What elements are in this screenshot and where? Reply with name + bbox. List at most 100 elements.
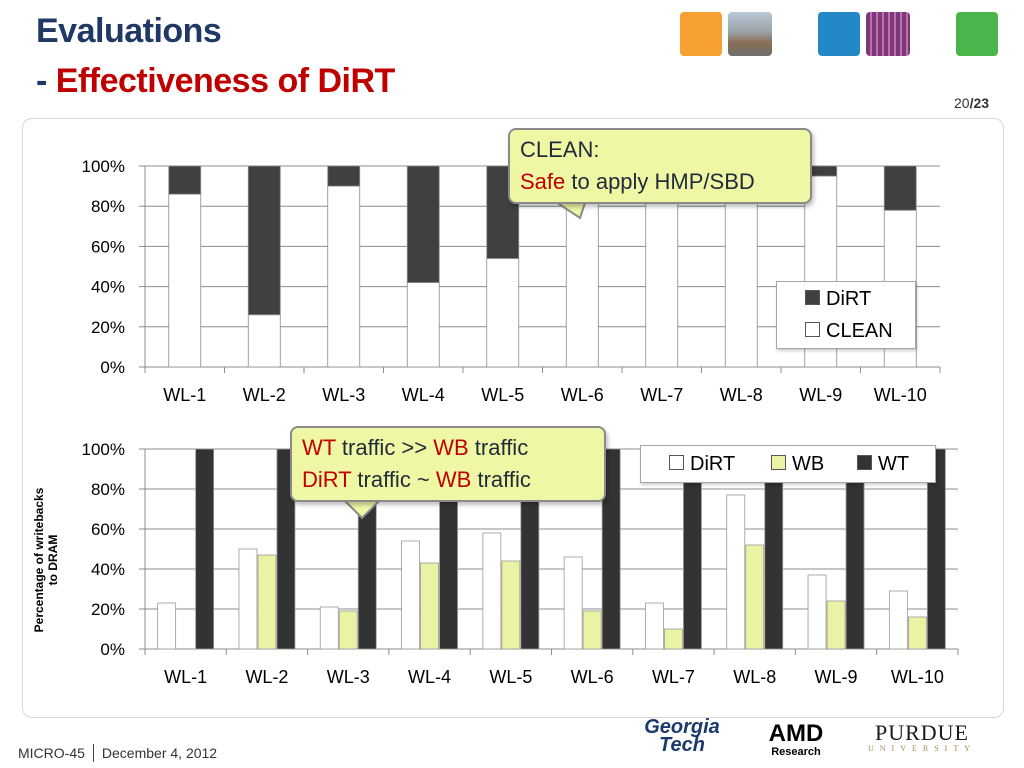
- y-axis-label: Percentage of writebacks to DRAM: [32, 487, 60, 632]
- bar-clean-wl-4: [406, 282, 440, 368]
- bar-wb-wl-5: [501, 560, 521, 650]
- bar-wt-wl-6: [601, 448, 621, 650]
- bar-dirt-wl-5: [482, 532, 502, 650]
- bar-clean-wl-5: [486, 258, 520, 368]
- bar-wb-wl-3: [338, 610, 358, 650]
- xtick-label: WL-5: [489, 667, 532, 687]
- ytick-label: 0%: [100, 358, 125, 377]
- xtick-label: WL-4: [408, 667, 451, 687]
- amd-research-logo: AMD Research: [768, 720, 824, 759]
- ytick-label: 60%: [91, 520, 125, 539]
- xtick-label: WL-7: [640, 385, 683, 405]
- callout-clean-line2: Safe to apply HMP/SBD: [520, 168, 755, 194]
- footer-conference: MICRO-45: [18, 745, 85, 761]
- bar-clean-wl-8: [724, 199, 758, 368]
- bar-dirt-wl-7: [645, 602, 664, 650]
- xtick-label: WL-6: [571, 667, 614, 687]
- bar-wb-wl-8: [745, 544, 765, 650]
- bar-wt-wl-2: [276, 448, 296, 650]
- ylabel-line1: Percentage of writebacks: [32, 487, 46, 632]
- bar-clean-wl-7: [645, 199, 679, 368]
- xtick-label: WL-4: [402, 385, 445, 405]
- thumbnail-green: [956, 12, 998, 56]
- bar-wb-wl-9: [826, 600, 846, 650]
- callout-traffic-line1: WT traffic >> WB traffic: [302, 435, 529, 460]
- subtitle-dash: -: [36, 62, 56, 100]
- bar-dirt-wl-2: [247, 165, 281, 316]
- legend-item-wt: WT: [857, 453, 909, 476]
- thumbnail-circuit: [866, 12, 910, 56]
- xtick-label: WL-3: [327, 667, 370, 687]
- xtick-label: WL-10: [874, 385, 927, 405]
- xtick-label: WL-7: [652, 667, 695, 687]
- bar-dirt-wl-2: [238, 548, 258, 650]
- bar-dirt-wl-4: [406, 165, 440, 283]
- bar-dirt-wl-4: [401, 540, 420, 650]
- bar-dirt-wl-10: [888, 590, 908, 650]
- thumbnail-photo: [728, 12, 772, 56]
- callout-traffic-line2: DiRT traffic ~ WB traffic: [302, 466, 531, 492]
- callout-clean: CLEAN: Safe to apply HMP/SBD: [508, 128, 812, 204]
- bar-wb-wl-4: [420, 562, 439, 650]
- page-number: 20/23: [954, 95, 990, 111]
- xtick-label: WL-8: [733, 667, 776, 687]
- footer-date: December 4, 2012: [101, 745, 218, 761]
- bar-clean-wl-3: [327, 185, 361, 368]
- ytick-label: 60%: [91, 237, 125, 256]
- xtick-label: WL-5: [481, 385, 524, 405]
- ytick-label: 40%: [91, 560, 125, 579]
- georgia-tech-logo: Georgia Tech: [644, 716, 720, 756]
- xtick-label: WL-9: [815, 667, 858, 687]
- xtick-label: WL-10: [891, 667, 944, 687]
- ytick-label: 0%: [100, 640, 125, 659]
- slide-title: Evaluations: [36, 12, 222, 50]
- legend-item-dirt: DiRT: [669, 453, 735, 476]
- callout-traffic: WT traffic >> WB traffic DiRT traffic ~ …: [290, 426, 606, 502]
- legend-item-clean: CLEAN: [805, 320, 893, 343]
- ylabel-line2: to DRAM: [46, 535, 60, 586]
- bar-wb-wl-2: [257, 554, 277, 650]
- legend-item-wb: WB: [771, 453, 824, 476]
- xtick-label: WL-1: [164, 667, 207, 687]
- xtick-label: WL-8: [720, 385, 763, 405]
- legend-chart1: DiRT CLEAN: [776, 281, 916, 349]
- ytick-label: 80%: [91, 197, 125, 216]
- xtick-label: WL-9: [799, 385, 842, 405]
- bar-wb-wl-7: [664, 628, 683, 650]
- ytick-label: 40%: [91, 278, 125, 297]
- bar-wb-wl-6: [582, 610, 602, 650]
- bar-wb-wl-10: [907, 616, 927, 650]
- bar-wt-wl-1: [195, 448, 215, 650]
- bar-clean-wl-6: [565, 201, 599, 368]
- ytick-label: 20%: [91, 318, 125, 337]
- xtick-label: WL-2: [245, 667, 288, 687]
- bar-dirt-wl-3: [327, 165, 361, 187]
- xtick-label: WL-2: [243, 385, 286, 405]
- slide-subtitle: - Effectiveness of DiRT: [36, 62, 395, 101]
- bar-dirt-wl-9: [807, 574, 827, 650]
- bar-dirt-wl-8: [726, 494, 746, 650]
- thumbnail-blue: [818, 12, 860, 56]
- ytick-label: 20%: [91, 600, 125, 619]
- footer: MICRO-45 December 4, 2012: [18, 744, 217, 762]
- subtitle-text: Effectiveness of DiRT: [55, 62, 396, 100]
- purdue-logo: PURDUE UNIVERSITY: [868, 720, 976, 754]
- bar-dirt-wl-10: [883, 165, 917, 211]
- ytick-label: 80%: [91, 480, 125, 499]
- bar-dirt-wl-3: [319, 606, 339, 650]
- content-frame: [22, 118, 1004, 718]
- thumbnail-orange: [680, 12, 722, 56]
- bar-clean-wl-1: [168, 193, 202, 368]
- bar-dirt-wl-1: [168, 165, 202, 195]
- ytick-label: 100%: [82, 157, 125, 176]
- xtick-label: WL-1: [163, 385, 206, 405]
- legend-item-dirt: DiRT: [805, 288, 871, 311]
- bar-wt-wl-10: [926, 448, 946, 650]
- xtick-label: WL-6: [561, 385, 604, 405]
- bar-dirt-wl-1: [157, 602, 177, 650]
- legend-chart2: DiRT WB WT: [640, 445, 936, 483]
- callout-clean-line1: CLEAN:: [520, 137, 600, 162]
- bar-dirt-wl-6: [563, 556, 583, 650]
- ytick-label: 100%: [82, 440, 125, 459]
